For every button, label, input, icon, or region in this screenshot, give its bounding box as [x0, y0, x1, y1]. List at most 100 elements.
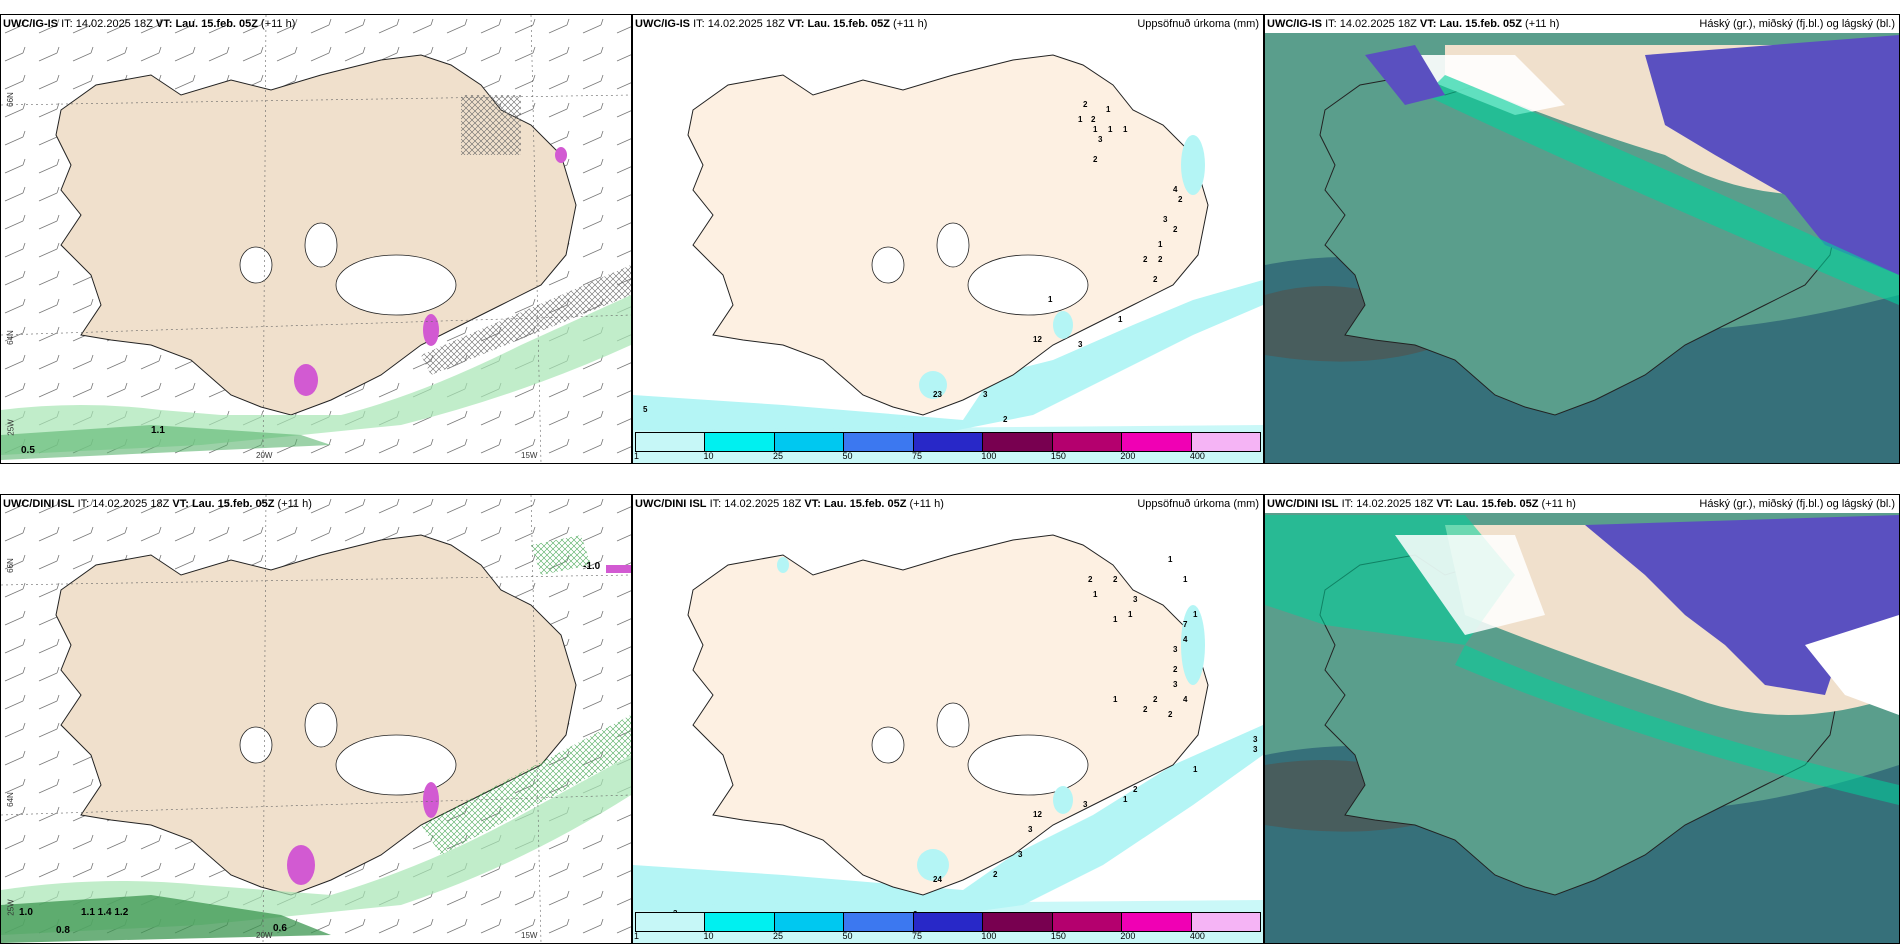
lon-label-15: 15W	[521, 451, 538, 460]
colorbar-segment	[1122, 433, 1192, 451]
precip-value: 4	[1183, 635, 1188, 644]
lon-label-25: 25W	[6, 899, 16, 916]
precip-value: 2	[1153, 275, 1158, 284]
colorbar-segment	[636, 913, 706, 931]
colorbar-tick: 150	[1050, 931, 1066, 941]
precip-value: 12	[1033, 335, 1042, 344]
panel-title-right: Háský (gr.), miðský (fj.bl.) og lágský (…	[1699, 498, 1895, 510]
colorbar-segment	[705, 913, 775, 931]
lon-label-25: 25W	[6, 419, 16, 436]
precip-value: 24	[933, 875, 942, 884]
precip-value: 1	[1113, 615, 1118, 624]
colorbar-tick: 50	[842, 931, 853, 941]
panel-bottom-left: UWC/DINI ISL IT: 14.02.2025 18Z VT: Lau.…	[0, 494, 632, 944]
panel-header: UWC/DINI ISL IT: 14.02.2025 18Z VT: Lau.…	[1267, 498, 1580, 510]
precip-value: 3	[1173, 680, 1178, 689]
colorbar-segment	[1052, 433, 1123, 451]
colorbar-segment	[913, 433, 984, 451]
precip-value: 23	[933, 390, 942, 399]
precip-value: 1	[1168, 555, 1173, 564]
map-canvas	[1265, 513, 1899, 943]
precip-value: 2	[1113, 575, 1118, 584]
colorbar-tick: 10	[703, 451, 714, 461]
colorbar-segment	[844, 433, 914, 451]
map-canvas	[633, 54, 1263, 463]
map-canvas	[1, 495, 631, 943]
panel-bottom-mid: UWC/DINI ISL IT: 14.02.2025 18Z VT: Lau.…	[632, 494, 1264, 944]
colorbar-segment	[636, 433, 706, 451]
precip-value: 3	[1253, 735, 1258, 744]
colorbar-segment	[705, 433, 775, 451]
panel-header: UWC/DINI ISL IT: 14.02.2025 18Z VT: Lau.…	[635, 498, 944, 510]
colorbar-tick: 25	[772, 931, 783, 941]
precip-value: 3	[1018, 850, 1023, 859]
colorbar-tick: 400	[1189, 451, 1205, 461]
precip-value: 3	[1098, 135, 1103, 144]
colorbar-tick: 75	[911, 451, 922, 461]
precip-value: 3	[1078, 340, 1083, 349]
precip-value: 1	[1108, 125, 1113, 134]
field-value: 1.0	[19, 907, 33, 918]
precip-value: 2	[993, 870, 998, 879]
precip-value: 1	[1193, 765, 1198, 774]
precip-colorbar	[635, 912, 1261, 932]
map-canvas	[1265, 33, 1899, 463]
precip-value: 1	[1183, 575, 1188, 584]
colorbar-tick: 50	[842, 451, 853, 461]
lon-label-15: 15W	[521, 931, 538, 940]
precip-value: 1	[1123, 125, 1128, 134]
precip-value: 1	[1048, 295, 1053, 304]
colorbar-segment	[1122, 913, 1192, 931]
colorbar-tick: 100	[981, 931, 997, 941]
precip-value: 2	[1133, 785, 1138, 794]
precip-value: 3	[1083, 800, 1088, 809]
colorbar-tick: 25	[772, 451, 783, 461]
precip-value: 2	[1153, 695, 1158, 704]
precip-value: 2	[1173, 665, 1178, 674]
field-value: -1.0	[583, 561, 601, 572]
panel-title-right: Háský (gr.), miðský (fj.bl.) og lágský (…	[1699, 18, 1895, 30]
colorbar-tick: 75	[911, 931, 922, 941]
precip-value: 3	[1133, 595, 1138, 604]
precip-value: 3	[1253, 745, 1258, 754]
precip-value: 2	[1091, 115, 1096, 124]
precip-value: 2	[1093, 155, 1098, 164]
precip-value: 1	[1128, 610, 1133, 619]
precip-value: 7	[1183, 620, 1188, 629]
precip-value: 1	[1078, 115, 1083, 124]
lat-label-66: 66N	[5, 558, 15, 573]
precip-value: 2	[1003, 415, 1008, 424]
panel-header: UWC/IG-IS IT: 14.02.2025 18Z VT: Lau. 15…	[1267, 18, 1564, 30]
colorbar-segment	[844, 913, 914, 931]
colorbar-segment	[1191, 433, 1260, 451]
field-value: 1.1 1.4 1.2	[81, 907, 129, 918]
lat-label-64: 64N	[5, 792, 15, 807]
colorbar-ticks: 1 10 25 50 75 100 150 200 400	[634, 931, 1261, 943]
colorbar-tick: 10	[703, 931, 714, 941]
colorbar-tick: 100	[981, 451, 997, 461]
precip-value: 2	[1088, 575, 1093, 584]
precip-value: 3	[1028, 825, 1033, 834]
map-canvas	[1, 15, 631, 463]
colorbar-segment	[774, 913, 845, 931]
precip-value: 3	[1173, 645, 1178, 654]
colorbar-ticks: 1 10 25 50 75 100 150 200 400	[634, 451, 1261, 463]
colorbar-segment	[1052, 913, 1123, 931]
precip-value: 2	[1143, 255, 1148, 264]
colorbar-tick: 400	[1189, 931, 1205, 941]
precip-value: 2	[1173, 225, 1178, 234]
field-value: 0.5	[21, 445, 35, 456]
colorbar-tick: 150	[1050, 451, 1066, 461]
field-value: 0.8	[56, 925, 70, 936]
lon-label-20: 20W	[256, 931, 273, 940]
colorbar-tick: 200	[1120, 931, 1136, 941]
panel-top-right: UWC/IG-IS IT: 14.02.2025 18Z VT: Lau. 15…	[1264, 14, 1900, 464]
field-value: 1.1	[151, 425, 165, 436]
precip-value: 1	[1093, 590, 1098, 599]
panel-bottom-right: UWC/DINI ISL IT: 14.02.2025 18Z VT: Lau.…	[1264, 494, 1900, 944]
precip-value: 1	[1193, 610, 1198, 619]
panel-top-mid: UWC/IG-IS IT: 14.02.2025 18Z VT: Lau. 15…	[632, 14, 1264, 464]
panel-header: UWC/DINI ISL IT: 14.02.2025 18Z VT: Lau.…	[3, 498, 312, 510]
precip-value: 2	[1143, 705, 1148, 714]
precip-value: 5	[643, 405, 648, 414]
